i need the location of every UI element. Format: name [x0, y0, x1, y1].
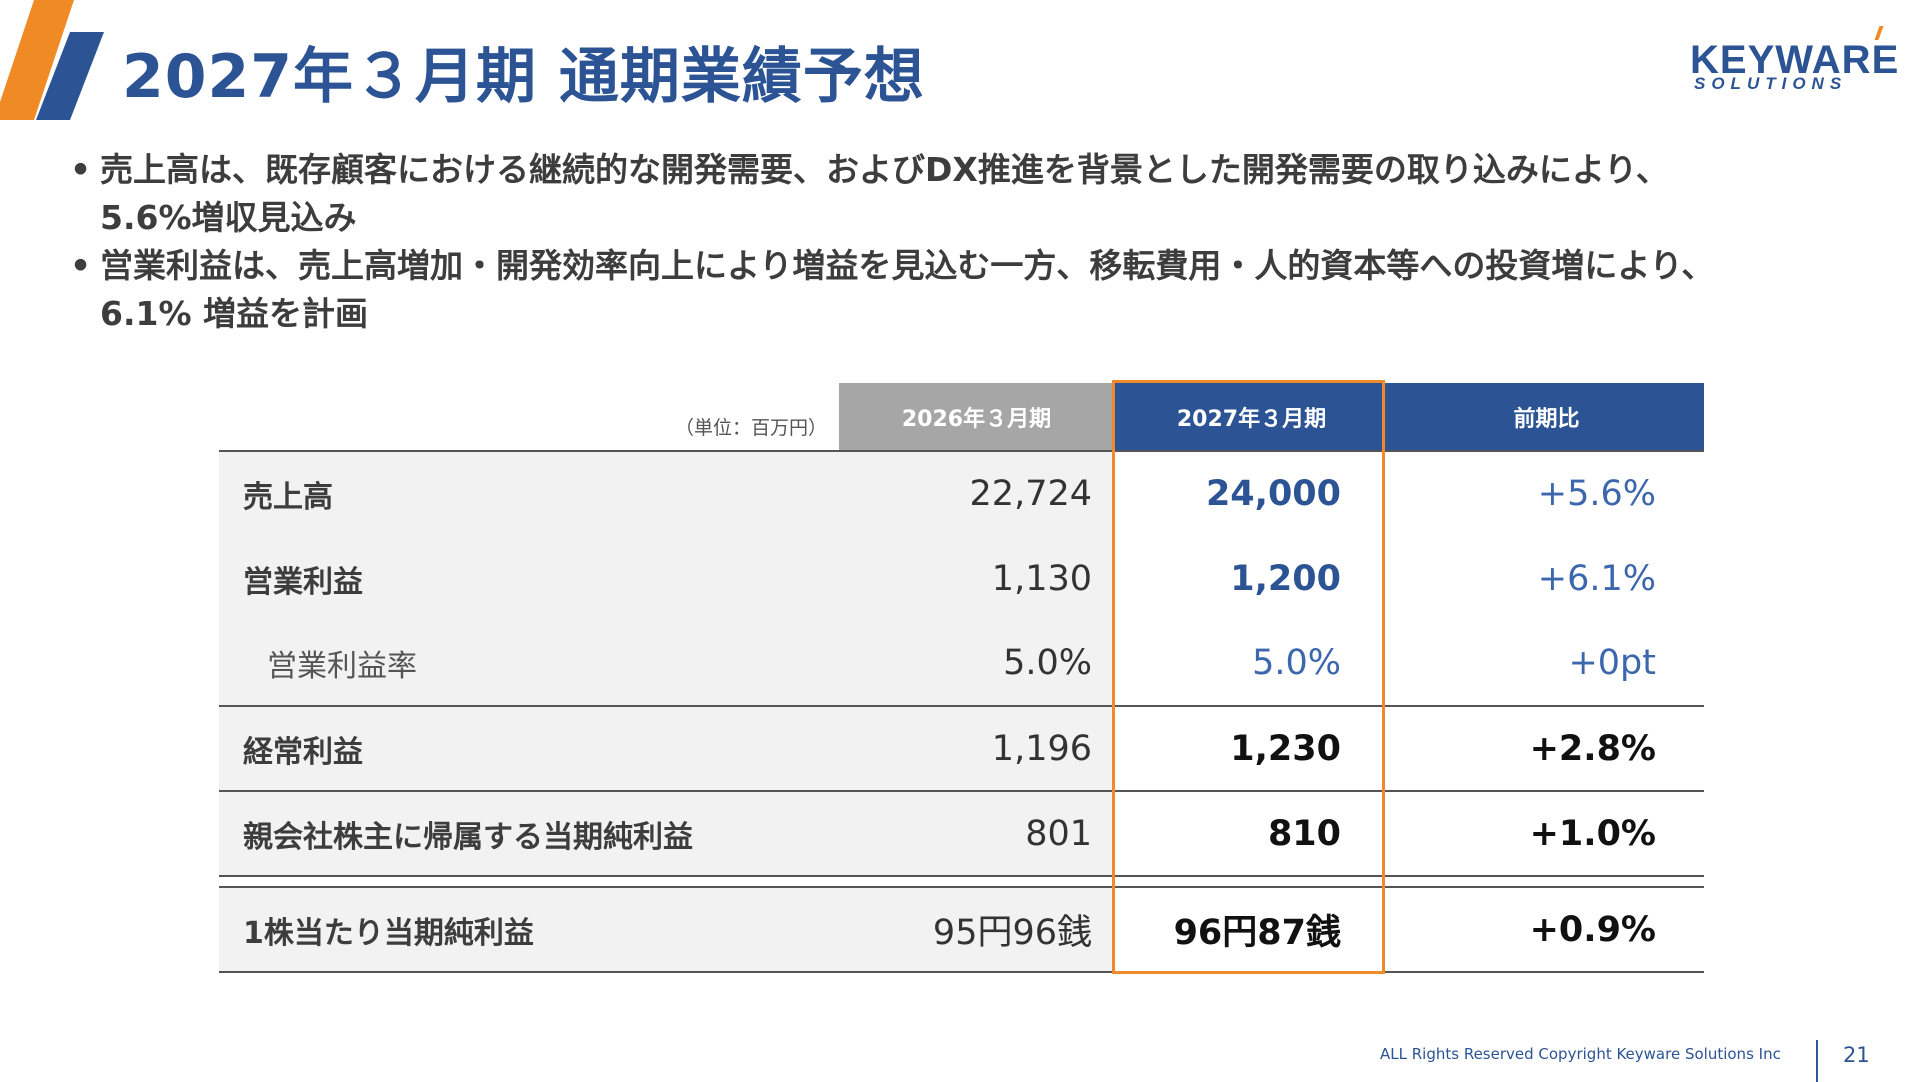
change-value: +0pt [1389, 621, 1704, 707]
table-row-ordinary-profit: 経常利益 1,196 1,230 +2.8% [219, 706, 1704, 792]
change-value: +1.0% [1389, 791, 1704, 877]
row-label: 経常利益 [219, 706, 839, 792]
row-label: 営業利益率 [219, 621, 839, 707]
unit-label: （単位：百万円） [219, 383, 839, 452]
prev-value: 801 [839, 791, 1114, 877]
page-number: 21 [1843, 1043, 1870, 1067]
current-value: 5.0% [1114, 621, 1389, 707]
bullet-line: 5.6%増収見込み [100, 198, 357, 237]
header-yoy-change: 前期比 [1389, 383, 1704, 452]
change-value: +5.6% [1537, 474, 1656, 514]
row-label: 1株当たり当期純利益 [219, 887, 839, 973]
prev-value: 95円96銭 [839, 887, 1114, 973]
current-value: 24,000 [1205, 474, 1341, 514]
current-value: 1,200 [1230, 558, 1341, 599]
table-row-operating-margin: 営業利益率 5.0% 5.0% +0pt [219, 621, 1704, 707]
row-label: 売上高 [219, 451, 839, 536]
bullet-operating-profit: • 営業利益は、売上高増加・開発効率向上により増益を見込む一方、移転費用・人的資… [70, 242, 1870, 338]
logo-subtitle: SOLUTIONS [1694, 74, 1848, 93]
company-logo: KEYWARE SOLUTIONS [1690, 22, 1900, 102]
table-row-revenue: 売上高 22,724 24,000 +5.6% [219, 451, 1704, 536]
bullet-revenue: • 売上高は、既存顧客における継続的な開発需要、およびDX推進を背景とした開発需… [70, 146, 1870, 242]
current-value: 810 [1114, 791, 1389, 877]
logo-wordmark: KEYWARE [1690, 38, 1900, 82]
header-prev-year: 2026年３月期 [839, 383, 1114, 452]
bullet-line: 売上高は、既存顧客における継続的な開発需要、およびDX推進を背景とした開発需要の… [100, 150, 1669, 189]
prev-value: 5.0% [839, 621, 1114, 707]
prev-value: 1,196 [839, 706, 1114, 792]
summary-bullets: • 売上高は、既存顧客における継続的な開発需要、およびDX推進を背景とした開発需… [70, 146, 1870, 338]
table-double-rule [219, 876, 1704, 888]
current-value: 96円87銭 [1114, 887, 1389, 973]
change-value: +2.8% [1389, 706, 1704, 792]
header-current-year: 2027年３月期 [1114, 383, 1389, 452]
table-header-row: （単位：百万円） 2026年３月期 2027年３月期 前期比 [219, 383, 1704, 452]
table-row-operating-profit: 営業利益 1,130 1,200 +6.1% [219, 536, 1704, 621]
row-label: 営業利益 [219, 536, 839, 621]
prev-value: 1,130 [839, 536, 1114, 621]
table-row-net-income: 親会社株主に帰属する当期純利益 801 810 +1.0% [219, 791, 1704, 877]
row-label: 親会社株主に帰属する当期純利益 [219, 791, 839, 877]
change-value: +6.1% [1537, 558, 1656, 599]
footer-divider [1816, 1040, 1818, 1082]
bullet-dot-icon: • [70, 150, 92, 189]
footer-copyright: ALL Rights Reserved Copyright Keyware So… [1380, 1045, 1781, 1063]
table-row-eps: 1株当たり当期純利益 95円96銭 96円87銭 +0.9% [219, 887, 1704, 973]
current-value: 1,230 [1114, 706, 1389, 792]
prev-value: 22,724 [839, 451, 1114, 536]
bullet-line: 営業利益は、売上高増加・開発効率向上により増益を見込む一方、移転費用・人的資本等… [100, 246, 1715, 285]
page-title: 2027年３月期 通期業績予想 [122, 42, 925, 112]
bullet-dot-icon: • [70, 246, 92, 285]
forecast-table: （単位：百万円） 2026年３月期 2027年３月期 前期比 売上高 22,72… [219, 383, 1704, 973]
bullet-line: 6.1% 増益を計画 [100, 294, 369, 333]
change-value: +0.9% [1389, 887, 1704, 973]
corner-stripe-decoration [0, 0, 104, 120]
